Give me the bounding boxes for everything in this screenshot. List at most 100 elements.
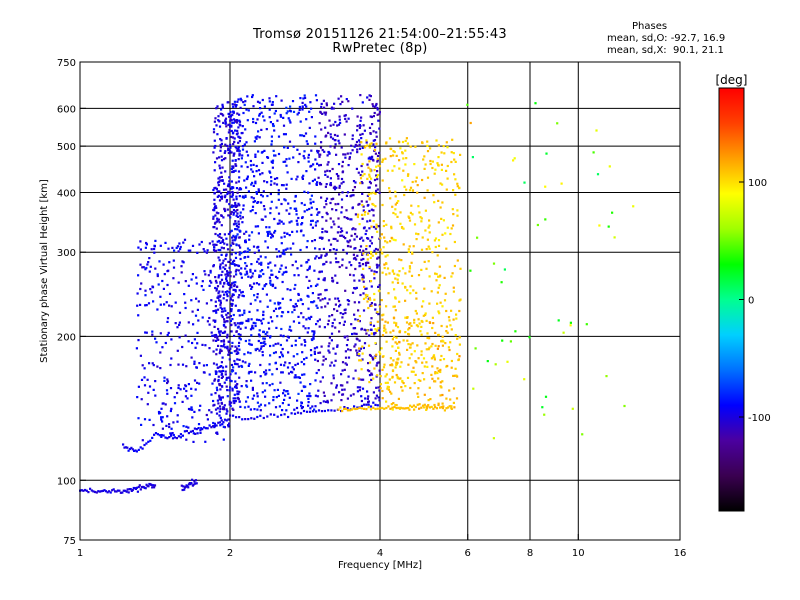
data-point bbox=[401, 179, 404, 182]
data-point bbox=[220, 192, 223, 195]
data-point bbox=[318, 248, 321, 251]
data-point bbox=[153, 433, 156, 436]
data-point bbox=[323, 409, 326, 413]
data-point bbox=[298, 108, 301, 111]
data-point bbox=[411, 342, 414, 345]
data-point bbox=[268, 170, 271, 173]
data-point bbox=[322, 99, 325, 102]
data-point bbox=[146, 263, 149, 266]
data-point bbox=[269, 232, 272, 235]
data-point bbox=[323, 262, 326, 266]
data-point bbox=[191, 478, 194, 481]
data-point bbox=[358, 126, 361, 129]
data-point bbox=[223, 320, 226, 323]
data-point bbox=[528, 336, 531, 339]
data-point bbox=[390, 236, 393, 239]
data-point bbox=[378, 389, 381, 392]
data-point bbox=[286, 232, 289, 235]
data-point bbox=[351, 137, 354, 141]
data-point bbox=[177, 435, 180, 438]
data-point bbox=[253, 175, 256, 178]
data-point bbox=[314, 221, 318, 224]
data-point bbox=[259, 173, 262, 176]
data-point bbox=[438, 265, 441, 268]
data-point bbox=[187, 407, 191, 411]
data-point bbox=[417, 233, 420, 236]
data-point bbox=[242, 208, 245, 211]
data-point bbox=[203, 270, 206, 273]
data-point bbox=[286, 366, 290, 369]
data-point bbox=[133, 487, 136, 490]
data-point bbox=[379, 353, 382, 356]
data-point bbox=[458, 186, 461, 189]
data-point bbox=[385, 223, 388, 226]
data-point bbox=[343, 406, 346, 409]
data-point bbox=[151, 486, 154, 489]
data-point bbox=[222, 114, 225, 117]
data-point bbox=[227, 425, 230, 428]
data-point bbox=[421, 236, 424, 239]
data-point bbox=[231, 186, 234, 189]
data-point bbox=[210, 411, 213, 414]
data-point bbox=[333, 188, 337, 191]
data-point bbox=[278, 222, 281, 225]
data-point bbox=[596, 173, 600, 176]
data-point bbox=[302, 409, 306, 413]
data-point bbox=[316, 395, 319, 398]
data-point bbox=[354, 143, 357, 146]
data-point bbox=[366, 397, 369, 400]
data-point bbox=[239, 214, 242, 217]
data-point bbox=[276, 315, 279, 318]
data-point bbox=[274, 275, 278, 278]
data-point bbox=[247, 320, 250, 323]
data-point bbox=[411, 180, 414, 184]
data-point bbox=[297, 274, 300, 277]
data-point bbox=[439, 406, 442, 409]
data-point bbox=[255, 191, 258, 194]
data-point bbox=[233, 350, 236, 353]
data-point bbox=[372, 401, 375, 404]
data-point bbox=[313, 350, 316, 353]
data-point bbox=[500, 281, 503, 284]
data-point bbox=[237, 296, 240, 299]
data-point bbox=[328, 315, 331, 318]
stats-line-x: mean, sd,X: 90.1, 21.1 bbox=[607, 45, 724, 56]
data-point bbox=[429, 159, 432, 163]
data-point bbox=[330, 198, 333, 201]
data-point bbox=[404, 316, 407, 319]
data-point bbox=[357, 319, 360, 322]
data-point bbox=[125, 490, 128, 493]
data-point bbox=[344, 156, 347, 159]
data-point bbox=[220, 349, 223, 352]
data-point bbox=[228, 115, 231, 118]
data-point bbox=[309, 101, 312, 104]
data-point bbox=[338, 265, 341, 269]
data-point bbox=[418, 211, 421, 214]
data-point bbox=[368, 370, 371, 373]
data-point bbox=[218, 233, 222, 236]
data-point bbox=[251, 209, 254, 212]
data-point bbox=[324, 254, 327, 257]
data-point bbox=[164, 241, 167, 244]
data-point bbox=[227, 260, 230, 263]
data-point bbox=[261, 350, 264, 354]
x-tick-label: 1 bbox=[77, 548, 83, 559]
data-point bbox=[258, 274, 261, 277]
data-point bbox=[358, 223, 361, 226]
data-point bbox=[360, 164, 363, 168]
data-point bbox=[173, 396, 176, 399]
data-point bbox=[268, 108, 271, 111]
data-point bbox=[327, 319, 330, 322]
data-point bbox=[523, 378, 526, 381]
data-point bbox=[252, 120, 255, 124]
data-point bbox=[345, 194, 348, 197]
data-point bbox=[235, 120, 238, 123]
data-point bbox=[276, 388, 279, 391]
data-point bbox=[220, 278, 224, 281]
data-point bbox=[220, 314, 223, 317]
data-point bbox=[277, 135, 281, 138]
data-point bbox=[454, 334, 457, 337]
data-point bbox=[210, 331, 213, 334]
data-point bbox=[375, 375, 378, 378]
data-point bbox=[446, 146, 449, 149]
